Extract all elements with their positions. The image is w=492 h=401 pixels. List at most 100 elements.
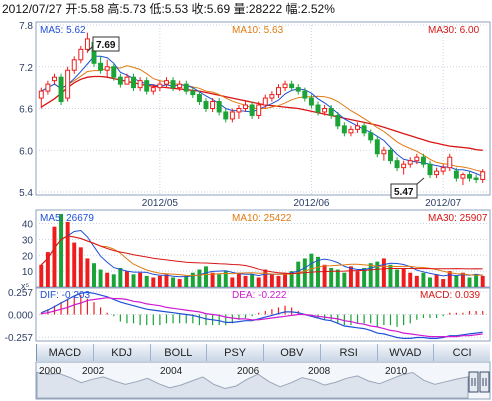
volume-bar bbox=[144, 275, 149, 287]
candle-body bbox=[374, 139, 380, 155]
volume-bar bbox=[480, 275, 485, 287]
candle-body bbox=[420, 156, 426, 165]
volume-bar bbox=[434, 274, 439, 287]
macd-legend: MACD: 0.039 bbox=[420, 290, 480, 301]
candle-body bbox=[78, 48, 84, 61]
candle-body bbox=[355, 125, 361, 130]
candle-body bbox=[453, 170, 459, 179]
candle-body bbox=[45, 83, 51, 92]
volume-bar bbox=[401, 267, 406, 287]
volume-bar bbox=[276, 275, 281, 287]
volume-bar bbox=[474, 274, 479, 287]
volume-bar bbox=[52, 226, 57, 287]
volume-bar bbox=[256, 277, 261, 287]
volume-bar bbox=[72, 242, 77, 287]
date-tick-label: 2012/05 bbox=[142, 198, 179, 209]
candle-body bbox=[460, 174, 466, 179]
candle-body bbox=[295, 87, 301, 92]
volume-bar bbox=[441, 279, 446, 287]
price-tick-label: 6.0 bbox=[19, 146, 33, 157]
volume-bar bbox=[335, 269, 340, 287]
dif-legend: DIF: -0.203 bbox=[40, 290, 90, 301]
macd-tick-label: 0.000 bbox=[8, 311, 33, 322]
tab-cci[interactable]: CCI bbox=[433, 344, 490, 361]
volume-bar bbox=[190, 272, 195, 287]
volume-bar bbox=[348, 266, 353, 287]
high-label: 7.69 bbox=[96, 40, 116, 51]
candle-body bbox=[308, 97, 314, 106]
candle-body bbox=[124, 76, 130, 85]
candle-body bbox=[223, 111, 229, 120]
volume-bar bbox=[65, 221, 70, 287]
volume-bar bbox=[296, 261, 301, 287]
candle-body bbox=[381, 149, 387, 155]
candle-body bbox=[131, 76, 137, 89]
volume-bar bbox=[309, 253, 314, 287]
volume-bar bbox=[395, 269, 400, 287]
volume-bar bbox=[78, 247, 83, 287]
tab-psy[interactable]: PSY bbox=[206, 344, 263, 361]
candle-body bbox=[427, 163, 433, 176]
candle-body bbox=[328, 108, 334, 116]
candle-body bbox=[275, 87, 281, 96]
candle-body bbox=[467, 174, 473, 179]
candle-body bbox=[434, 170, 440, 176]
tab-kdj[interactable]: KDJ bbox=[92, 344, 150, 361]
candle-body bbox=[84, 38, 90, 50]
volume-bar bbox=[329, 267, 334, 287]
vol-ma10-legend: MA10: 25422 bbox=[232, 213, 292, 224]
candle-body bbox=[111, 66, 117, 78]
candle-body bbox=[58, 76, 64, 103]
volume-bar bbox=[447, 271, 452, 287]
overview-year-label: 2004 bbox=[160, 366, 183, 377]
candle-body bbox=[170, 80, 176, 89]
range-handle-right[interactable] bbox=[479, 371, 490, 393]
ma30-legend: MA30: 6.00 bbox=[428, 25, 480, 36]
candle-body bbox=[440, 167, 446, 172]
dea-line bbox=[41, 297, 483, 338]
candle-body bbox=[216, 101, 222, 113]
volume-bar bbox=[381, 258, 386, 287]
tab-boll[interactable]: BOLL bbox=[149, 344, 207, 361]
candle-body bbox=[401, 163, 407, 169]
candle-body bbox=[282, 83, 288, 89]
volume-bar bbox=[236, 272, 241, 287]
low-callout: 5.47 bbox=[390, 177, 425, 199]
tab-macd[interactable]: MACD bbox=[36, 344, 93, 361]
quote-header: 2012/07/27 开:5.58 高:5.73 低:5.53 收:5.69 量… bbox=[2, 1, 335, 16]
price-tick-label: 7.2 bbox=[19, 63, 33, 74]
volume-tick-label: 30 bbox=[22, 235, 34, 246]
candle-body bbox=[243, 104, 249, 110]
volume-bar bbox=[92, 263, 96, 287]
candle-body bbox=[256, 104, 262, 116]
overview-year-label: 2002 bbox=[82, 366, 105, 377]
volume-bar bbox=[368, 263, 373, 287]
volume-bar bbox=[118, 267, 123, 287]
candle-body bbox=[38, 90, 44, 99]
tab-wvad[interactable]: WVAD bbox=[376, 344, 434, 361]
tab-rsi[interactable]: RSI bbox=[319, 344, 377, 361]
volume-bar bbox=[217, 274, 222, 287]
candle-body bbox=[348, 128, 354, 134]
range-handle[interactable] bbox=[468, 371, 479, 393]
volume-bar bbox=[460, 272, 465, 287]
volume-bar bbox=[467, 277, 472, 287]
price-tick-label: 6.6 bbox=[19, 105, 33, 116]
candle-body bbox=[190, 90, 196, 96]
volume-bar bbox=[171, 277, 176, 287]
candle-body bbox=[322, 108, 328, 113]
candle-body bbox=[249, 104, 255, 116]
candle-body bbox=[144, 80, 150, 92]
indicator-tabs: MACD KDJ BOLL PSY OBV RSI WVAD CCI bbox=[36, 344, 490, 361]
candle-body bbox=[480, 171, 486, 180]
volume-bar bbox=[263, 269, 268, 287]
ma30-line bbox=[40, 75, 483, 151]
dif-line bbox=[41, 291, 483, 339]
candle-body bbox=[51, 76, 57, 82]
candle-body bbox=[98, 62, 104, 71]
volume-bar bbox=[131, 274, 136, 287]
candle-body bbox=[414, 156, 420, 162]
date-tick-label: 2012/06 bbox=[293, 198, 330, 209]
candle-body bbox=[269, 94, 275, 99]
tab-obv[interactable]: OBV bbox=[263, 344, 320, 361]
